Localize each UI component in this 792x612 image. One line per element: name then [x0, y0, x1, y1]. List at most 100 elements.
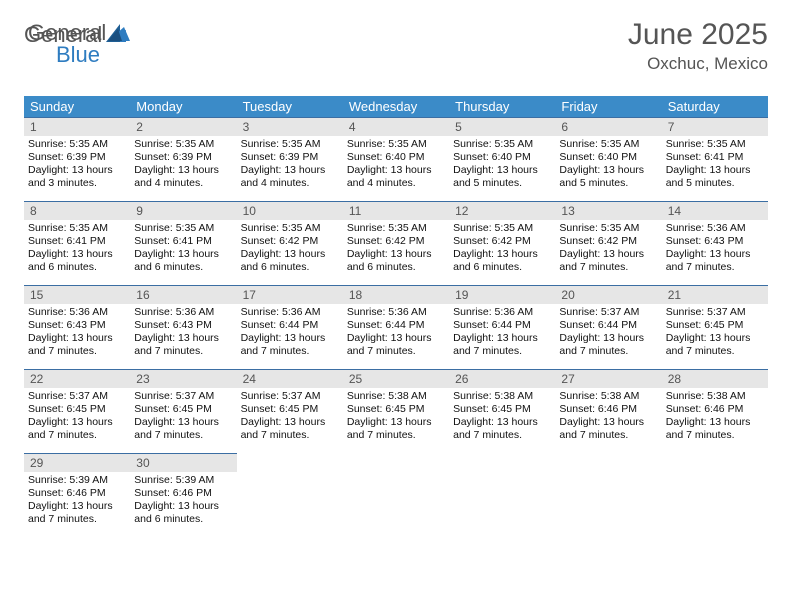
sunset-text: Sunset: 6:45 PM	[347, 403, 445, 416]
sunrise-text: Sunrise: 5:37 AM	[28, 390, 126, 403]
day-number: 22	[24, 369, 130, 388]
sunset-text: Sunset: 6:42 PM	[347, 235, 445, 248]
calendar-day-cell: 3Sunrise: 5:35 AMSunset: 6:39 PMDaylight…	[237, 117, 343, 201]
calendar-week-row: 22Sunrise: 5:37 AMSunset: 6:45 PMDayligh…	[24, 369, 768, 453]
calendar-day-cell: 25Sunrise: 5:38 AMSunset: 6:45 PMDayligh…	[343, 369, 449, 453]
sunrise-text: Sunrise: 5:39 AM	[28, 474, 126, 487]
day-body: Sunrise: 5:37 AMSunset: 6:45 PMDaylight:…	[662, 304, 768, 363]
day-body: Sunrise: 5:38 AMSunset: 6:45 PMDaylight:…	[449, 388, 555, 447]
day-number: 14	[662, 201, 768, 220]
sunset-text: Sunset: 6:46 PM	[134, 487, 232, 500]
sunset-text: Sunset: 6:42 PM	[241, 235, 339, 248]
calendar-day-cell	[449, 453, 555, 537]
sunrise-text: Sunrise: 5:35 AM	[28, 138, 126, 151]
daylight-text: Daylight: 13 hours and 7 minutes.	[28, 332, 126, 358]
sunrise-text: Sunrise: 5:35 AM	[559, 138, 657, 151]
weekday-header: Friday	[555, 96, 661, 117]
calendar-day-cell: 9Sunrise: 5:35 AMSunset: 6:41 PMDaylight…	[130, 201, 236, 285]
day-number: 19	[449, 285, 555, 304]
sunset-text: Sunset: 6:42 PM	[453, 235, 551, 248]
weekday-header: Saturday	[662, 96, 768, 117]
sunset-text: Sunset: 6:44 PM	[453, 319, 551, 332]
daylight-text: Daylight: 13 hours and 6 minutes.	[134, 248, 232, 274]
sunrise-text: Sunrise: 5:35 AM	[347, 222, 445, 235]
day-body: Sunrise: 5:36 AMSunset: 6:44 PMDaylight:…	[449, 304, 555, 363]
sunrise-text: Sunrise: 5:35 AM	[241, 222, 339, 235]
title-block: June 2025 Oxchuc, Mexico	[628, 18, 768, 74]
day-number: 26	[449, 369, 555, 388]
day-body: Sunrise: 5:35 AMSunset: 6:41 PMDaylight:…	[24, 220, 130, 279]
day-number: 4	[343, 117, 449, 136]
weekday-header: Tuesday	[237, 96, 343, 117]
calendar-day-cell	[343, 453, 449, 537]
sunset-text: Sunset: 6:46 PM	[28, 487, 126, 500]
daylight-text: Daylight: 13 hours and 6 minutes.	[134, 500, 232, 526]
weekday-header: Wednesday	[343, 96, 449, 117]
sunset-text: Sunset: 6:44 PM	[241, 319, 339, 332]
weekday-header: Thursday	[449, 96, 555, 117]
calendar-week-row: 29Sunrise: 5:39 AMSunset: 6:46 PMDayligh…	[24, 453, 768, 537]
sunset-text: Sunset: 6:45 PM	[134, 403, 232, 416]
day-body: Sunrise: 5:37 AMSunset: 6:45 PMDaylight:…	[24, 388, 130, 447]
day-body: Sunrise: 5:35 AMSunset: 6:42 PMDaylight:…	[449, 220, 555, 279]
calendar-day-cell: 13Sunrise: 5:35 AMSunset: 6:42 PMDayligh…	[555, 201, 661, 285]
daylight-text: Daylight: 13 hours and 6 minutes.	[453, 248, 551, 274]
day-body: Sunrise: 5:35 AMSunset: 6:39 PMDaylight:…	[130, 136, 236, 195]
day-body: Sunrise: 5:37 AMSunset: 6:45 PMDaylight:…	[130, 388, 236, 447]
sunset-text: Sunset: 6:41 PM	[134, 235, 232, 248]
weekday-header: Sunday	[24, 96, 130, 117]
sunrise-text: Sunrise: 5:37 AM	[241, 390, 339, 403]
sunset-text: Sunset: 6:45 PM	[241, 403, 339, 416]
sunrise-text: Sunrise: 5:35 AM	[453, 222, 551, 235]
sunset-text: Sunset: 6:44 PM	[347, 319, 445, 332]
sunset-text: Sunset: 6:41 PM	[666, 151, 764, 164]
day-body: Sunrise: 5:39 AMSunset: 6:46 PMDaylight:…	[130, 472, 236, 531]
sunrise-text: Sunrise: 5:37 AM	[134, 390, 232, 403]
day-number: 10	[237, 201, 343, 220]
calendar-day-cell: 7Sunrise: 5:35 AMSunset: 6:41 PMDaylight…	[662, 117, 768, 201]
sunrise-text: Sunrise: 5:36 AM	[347, 306, 445, 319]
daylight-text: Daylight: 13 hours and 6 minutes.	[347, 248, 445, 274]
calendar-day-cell: 29Sunrise: 5:39 AMSunset: 6:46 PMDayligh…	[24, 453, 130, 537]
day-body: Sunrise: 5:36 AMSunset: 6:44 PMDaylight:…	[237, 304, 343, 363]
calendar-day-cell: 15Sunrise: 5:36 AMSunset: 6:43 PMDayligh…	[24, 285, 130, 369]
calendar-day-cell: 4Sunrise: 5:35 AMSunset: 6:40 PMDaylight…	[343, 117, 449, 201]
logo-triangle-icon	[108, 25, 130, 46]
sunset-text: Sunset: 6:41 PM	[28, 235, 126, 248]
day-number: 2	[130, 117, 236, 136]
day-body: Sunrise: 5:38 AMSunset: 6:46 PMDaylight:…	[555, 388, 661, 447]
calendar-day-cell: 12Sunrise: 5:35 AMSunset: 6:42 PMDayligh…	[449, 201, 555, 285]
day-number: 30	[130, 453, 236, 472]
day-number: 28	[662, 369, 768, 388]
day-body: Sunrise: 5:35 AMSunset: 6:39 PMDaylight:…	[24, 136, 130, 195]
day-number: 23	[130, 369, 236, 388]
sunset-text: Sunset: 6:40 PM	[559, 151, 657, 164]
sunrise-text: Sunrise: 5:38 AM	[453, 390, 551, 403]
calendar-day-cell: 11Sunrise: 5:35 AMSunset: 6:42 PMDayligh…	[343, 201, 449, 285]
sunrise-text: Sunrise: 5:36 AM	[666, 222, 764, 235]
daylight-text: Daylight: 13 hours and 7 minutes.	[241, 332, 339, 358]
daylight-text: Daylight: 13 hours and 7 minutes.	[453, 332, 551, 358]
sunset-text: Sunset: 6:46 PM	[559, 403, 657, 416]
day-number: 12	[449, 201, 555, 220]
day-body: Sunrise: 5:38 AMSunset: 6:45 PMDaylight:…	[343, 388, 449, 447]
day-body: Sunrise: 5:36 AMSunset: 6:44 PMDaylight:…	[343, 304, 449, 363]
sunset-text: Sunset: 6:43 PM	[134, 319, 232, 332]
calendar-day-cell	[237, 453, 343, 537]
day-number: 6	[555, 117, 661, 136]
sunrise-text: Sunrise: 5:35 AM	[559, 222, 657, 235]
day-number: 24	[237, 369, 343, 388]
day-number: 15	[24, 285, 130, 304]
day-body: Sunrise: 5:35 AMSunset: 6:42 PMDaylight:…	[343, 220, 449, 279]
daylight-text: Daylight: 13 hours and 4 minutes.	[241, 164, 339, 190]
sunset-text: Sunset: 6:39 PM	[134, 151, 232, 164]
day-number: 7	[662, 117, 768, 136]
daylight-text: Daylight: 13 hours and 5 minutes.	[453, 164, 551, 190]
daylight-text: Daylight: 13 hours and 4 minutes.	[347, 164, 445, 190]
day-body: Sunrise: 5:37 AMSunset: 6:45 PMDaylight:…	[237, 388, 343, 447]
calendar-day-cell: 24Sunrise: 5:37 AMSunset: 6:45 PMDayligh…	[237, 369, 343, 453]
logo-stack: General Blue	[28, 20, 130, 68]
daylight-text: Daylight: 13 hours and 7 minutes.	[241, 416, 339, 442]
daylight-text: Daylight: 13 hours and 7 minutes.	[666, 416, 764, 442]
sunrise-text: Sunrise: 5:36 AM	[134, 306, 232, 319]
